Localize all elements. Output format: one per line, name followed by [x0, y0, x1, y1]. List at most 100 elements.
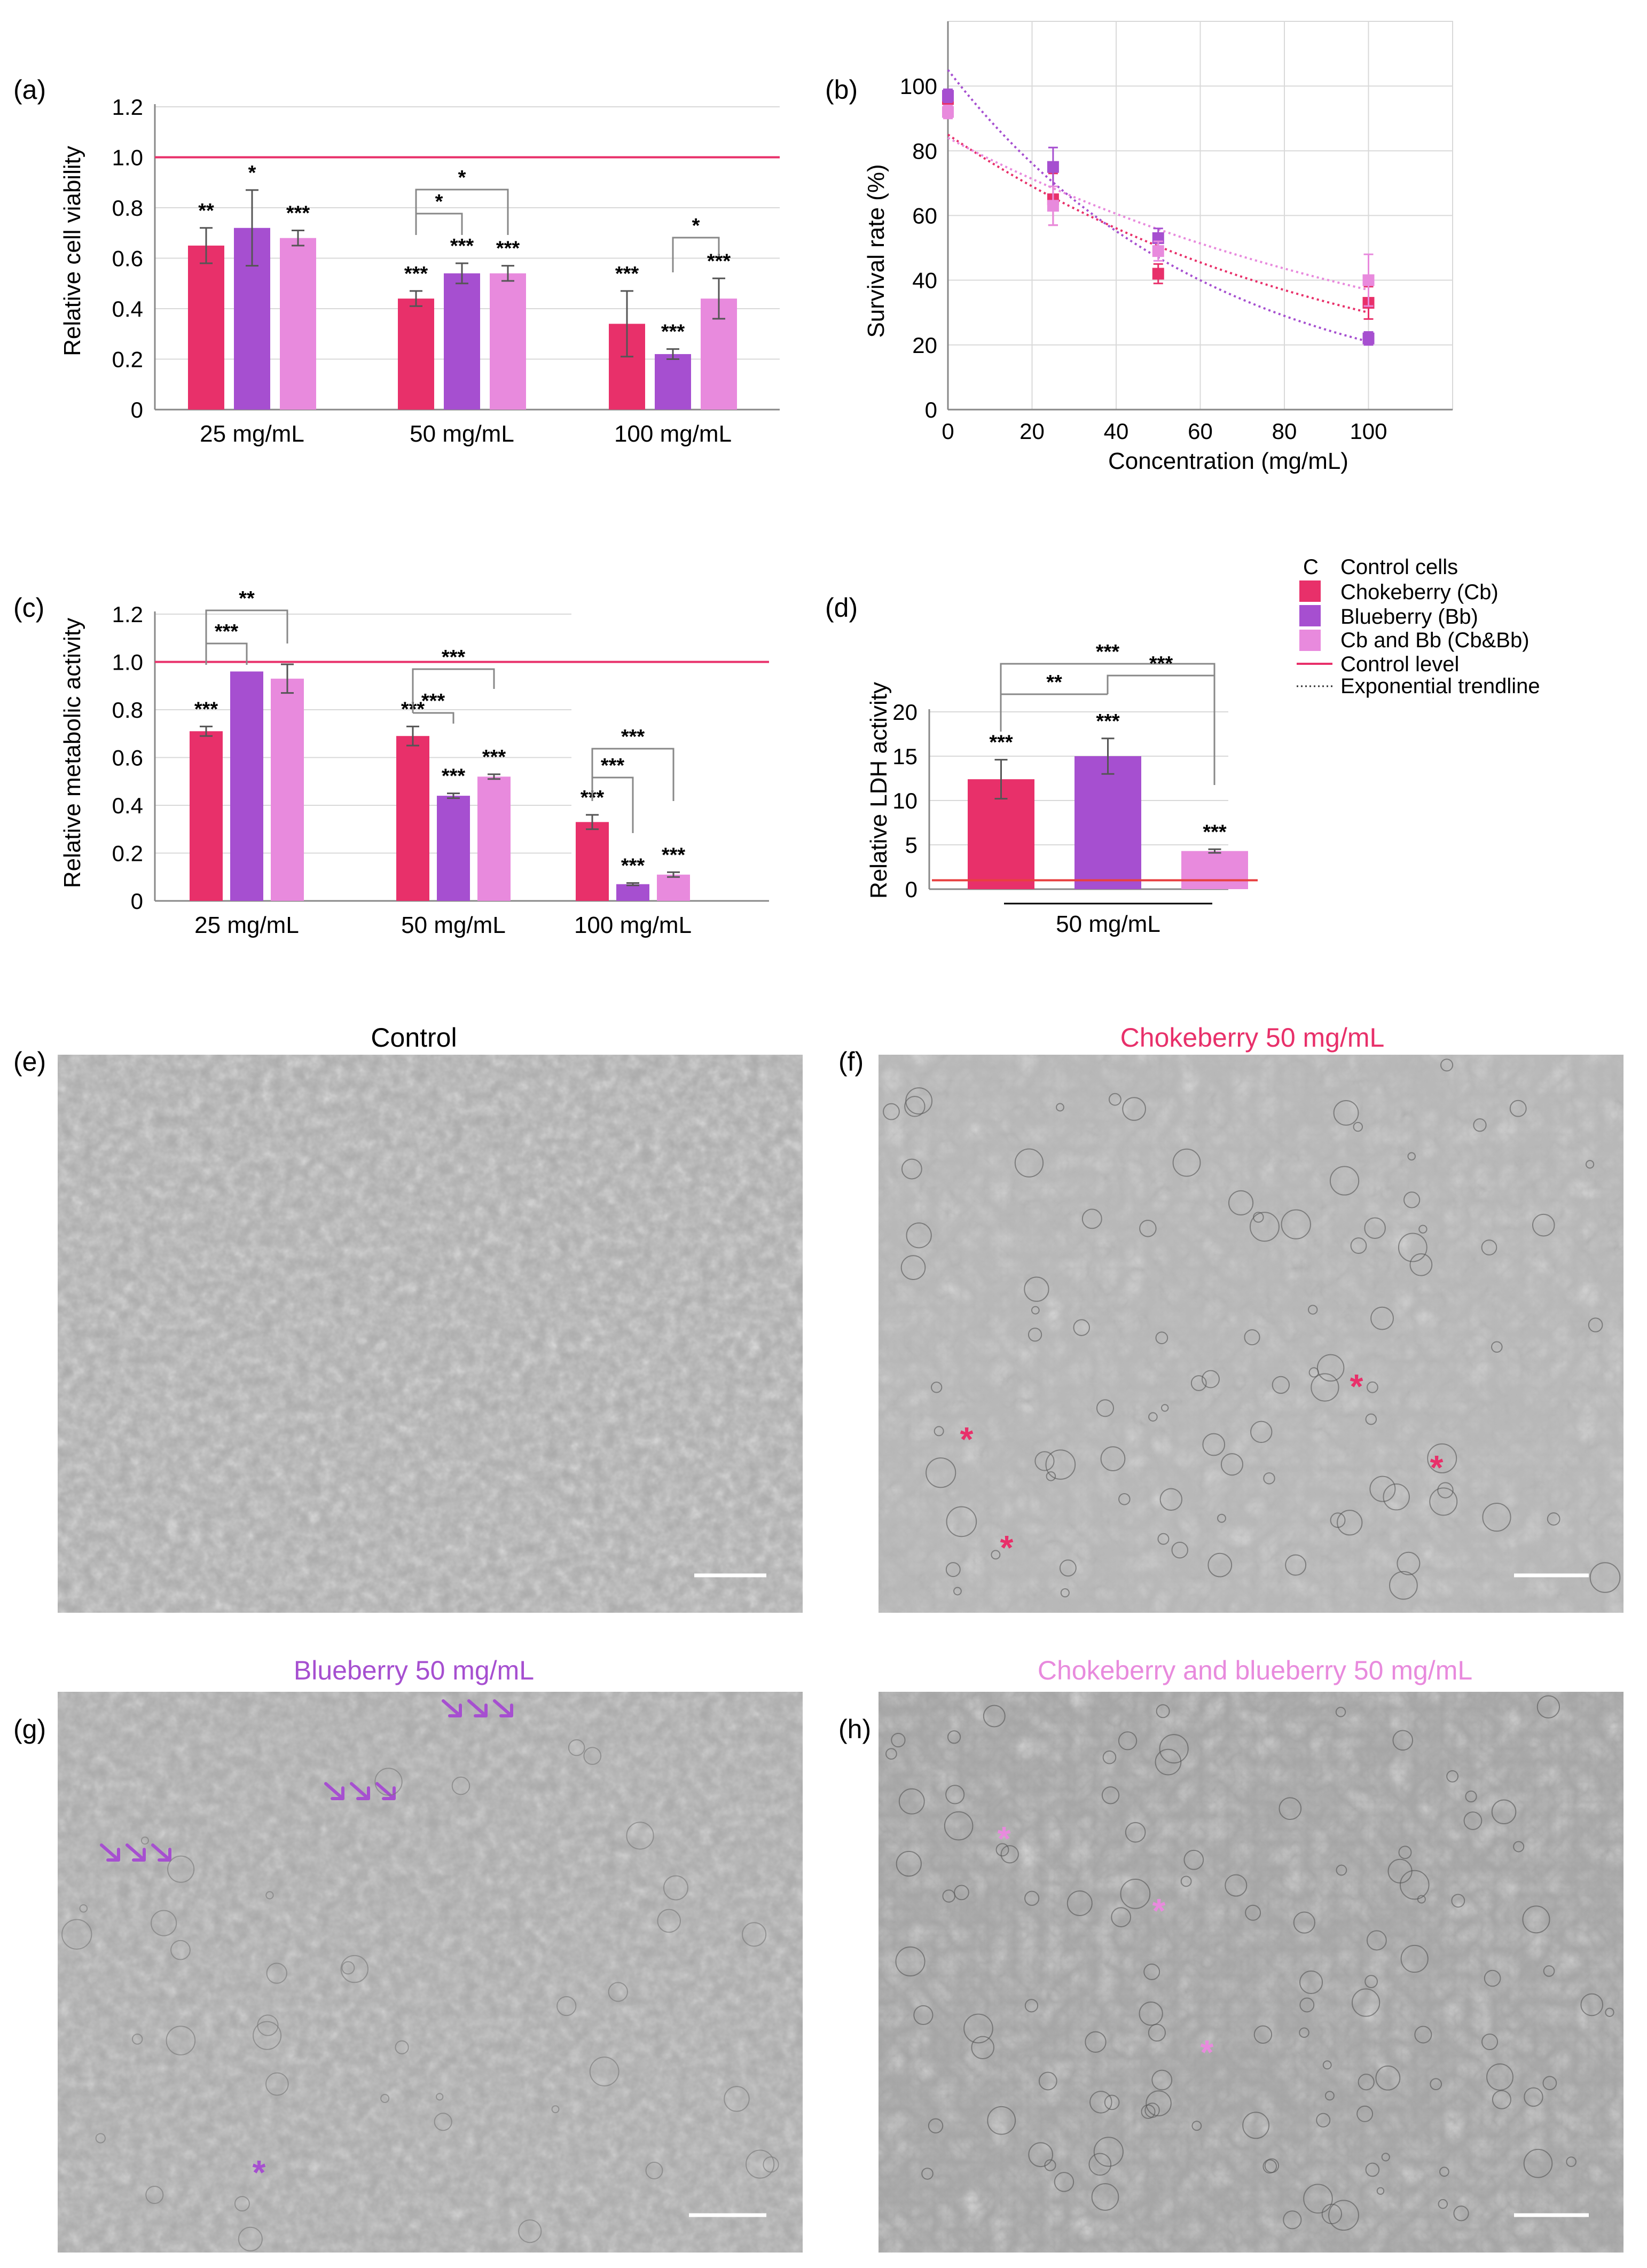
cell-outline [891, 1732, 906, 1748]
cell-outline [931, 1382, 943, 1393]
b-point-combo [1047, 200, 1059, 212]
a-significance-label: *** [496, 238, 520, 260]
cell-outline [934, 1426, 944, 1437]
panel-b-xlabel: Concentration (mg/mL) [1108, 448, 1348, 474]
cell-outline [663, 1875, 688, 1901]
cell-outline [1299, 1997, 1315, 2013]
cell-outline [238, 2226, 263, 2251]
cell-outline [1088, 2153, 1112, 2176]
cell-outline [1308, 1367, 1319, 1378]
cell-outline [1180, 1875, 1192, 1887]
cell-outline [1155, 1331, 1168, 1345]
cell-outline [1463, 1811, 1483, 1830]
cell-outline [1430, 2078, 1442, 2091]
cell-outline [1335, 1707, 1346, 1717]
cell-outline [1547, 1512, 1560, 1526]
legend-swatch-blueberry [1299, 605, 1321, 626]
a-bar-chokeberry [398, 299, 434, 410]
a-bracket-label: * [435, 191, 443, 213]
cell-outline [896, 1850, 922, 1877]
cell-outline [1125, 1822, 1146, 1843]
cell-outline [1264, 2158, 1280, 2173]
cell-outline [1439, 2167, 1449, 2177]
cell-outline [1451, 1894, 1465, 1908]
c-category-label: 100 mg/mL [574, 912, 692, 938]
edge-arrow-icon [467, 1699, 488, 1717]
cell-outline [1365, 2162, 1380, 2177]
c-significance-bracket [205, 609, 288, 665]
panel-h-label: (h) [838, 1714, 871, 1744]
cell-outline [1336, 1864, 1347, 1876]
cell-outline [1365, 1413, 1377, 1425]
cell-outline [913, 2005, 934, 2026]
cell-outline [953, 1587, 962, 1596]
a-bar-combo [280, 238, 316, 410]
a-bar-combo [490, 273, 526, 410]
cell-outline [1024, 1890, 1040, 1906]
cell-outline [1160, 1404, 1169, 1412]
cell-outline [568, 1739, 585, 1756]
c-ytick-label: 0.8 [112, 697, 143, 723]
c-ytick-label: 1.2 [112, 602, 143, 627]
b-xtick-label: 40 [1104, 419, 1129, 444]
cell-outline [944, 1811, 974, 1841]
cell-outline [1101, 1786, 1120, 1804]
cell-outline [1202, 1370, 1220, 1388]
a-bar-chokeberry [188, 245, 224, 410]
a-bracket-label: * [692, 215, 700, 237]
cell-outline [724, 2086, 750, 2112]
cell-outline [1111, 1907, 1131, 1927]
cell-outline [1522, 1905, 1550, 1934]
c-bar-combo [657, 874, 690, 901]
edge-arrow-icon [100, 1843, 120, 1862]
cell-outline [1375, 2065, 1401, 2091]
cell-outline [451, 1776, 470, 1795]
b-point-blueberry [1362, 332, 1375, 344]
legend-swatch-chokeberry [1299, 580, 1321, 602]
cell-outline [1364, 1975, 1378, 1988]
cell-outline [145, 2186, 164, 2204]
cell-outline [1437, 1482, 1454, 1498]
cell-outline [945, 1562, 961, 1578]
cell-outline [971, 2036, 994, 2060]
cell-outline [140, 1837, 149, 1845]
d-ytick-label: 0 [905, 877, 917, 902]
legend-item-trendline: Exponential trendline [1340, 674, 1540, 698]
c-ytick-label: 0.6 [112, 745, 143, 771]
cell-outline [1207, 1552, 1233, 1578]
edge-arrow-icon [151, 1843, 171, 1862]
cell-outline [1429, 1487, 1458, 1516]
a-ytick-label: 0.2 [112, 347, 143, 372]
d-ytick-label: 15 [892, 744, 917, 769]
cell-damage-asterisk: * [1152, 1892, 1166, 1930]
c-bar-chokeberry [396, 736, 429, 901]
cell-outline [1482, 1502, 1511, 1532]
cell-outline [1191, 2121, 1202, 2131]
d-ytick-label: 20 [892, 700, 917, 725]
cell-damage-asterisk: * [960, 1420, 974, 1458]
cell-outline [1281, 1209, 1311, 1239]
legend: C Control cells Chokeberry (Cb) Blueberr… [1297, 555, 1540, 698]
cell-damage-asterisk: * [1430, 1448, 1444, 1487]
cell-outline [1157, 1533, 1170, 1545]
cell-outline [942, 1889, 955, 1903]
a-significance-bracket [415, 189, 509, 235]
d-bracket-label: *** [1149, 653, 1173, 675]
cell-outline [395, 2040, 409, 2054]
cell-outline [1440, 1058, 1454, 1072]
cell-outline [374, 1768, 403, 1796]
cell-outline [1028, 1328, 1042, 1342]
a-significance-label: *** [286, 202, 310, 225]
cell-outline [1183, 1849, 1204, 1870]
c-significance-label: *** [482, 746, 506, 768]
cell-outline [1366, 1930, 1387, 1951]
cell-outline [1028, 2142, 1053, 2168]
cell-outline [1250, 1421, 1273, 1443]
c-ytick-label: 0 [131, 889, 143, 914]
cell-outline [906, 1222, 932, 1249]
a-significance-label: * [248, 162, 256, 184]
micrograph-g-title: Blueberry 50 mg/mL [294, 1655, 534, 1685]
cell-outline [265, 2072, 289, 2096]
cell-outline [1299, 2027, 1309, 2038]
panel-f-label: (f) [838, 1047, 864, 1077]
